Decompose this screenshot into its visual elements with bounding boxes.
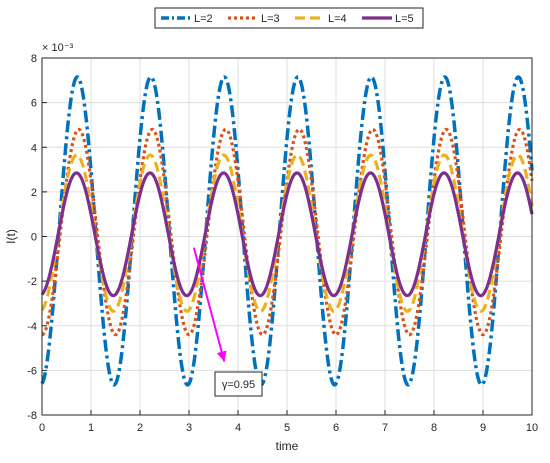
x-axis-label: time [276, 439, 299, 453]
x-tick-label: 8 [431, 422, 437, 434]
y-tick-label: 8 [31, 53, 37, 65]
y-tick-label: -4 [27, 321, 37, 333]
annotation-text: γ=0.95 [222, 379, 255, 391]
x-tick-label: 3 [186, 422, 192, 434]
y-tick-label: -6 [27, 365, 37, 377]
series-layer [40, 75, 534, 387]
annotation-box [214, 371, 263, 397]
legend-label: L=5 [395, 13, 414, 25]
x-tick-label: 5 [284, 422, 290, 434]
x-tick-label: 6 [333, 422, 339, 434]
legend: L=2 L=3 L=4 L=5 [154, 7, 424, 29]
x-tick-label: 7 [382, 422, 388, 434]
x-tick-label: 0 [39, 422, 45, 434]
x-tick-label: 1 [88, 422, 94, 434]
grid [41, 57, 533, 416]
y-tick-label: 4 [31, 142, 37, 154]
legend-label: L=3 [261, 13, 280, 25]
y-tick-label: -2 [27, 276, 37, 288]
x-tick-label: 9 [480, 422, 486, 434]
axes: 0 1 2 3 4 5 6 7 8 9 10 -8 -6 -4 -2 0 2 4 6 8 [27, 53, 538, 434]
series-line-l-3 [41, 127, 534, 337]
y-tick-label: 6 [31, 98, 37, 110]
y-axis-label: I(t) [4, 229, 18, 244]
series-line-l-4 [40, 153, 534, 313]
annotation-arrow [192, 247, 226, 362]
annotation-arrowhead [216, 350, 227, 362]
annotation: γ=0.95 [192, 247, 263, 397]
x-tick-label: 2 [137, 422, 143, 434]
series-line-l-5 [40, 171, 534, 298]
y-tick-label: -8 [27, 410, 37, 422]
y-tick-label: 2 [31, 187, 37, 199]
y-tick-label: 0 [31, 232, 37, 244]
x-tick-label: 4 [235, 422, 241, 434]
series-line-l-2 [40, 75, 534, 387]
x-tick-label: 10 [526, 422, 538, 434]
legend-label: L=4 [328, 13, 347, 25]
y-axis-exponent: × 10⁻³ [42, 42, 74, 54]
legend-label: L=2 [194, 13, 213, 25]
legend-box [154, 7, 424, 29]
